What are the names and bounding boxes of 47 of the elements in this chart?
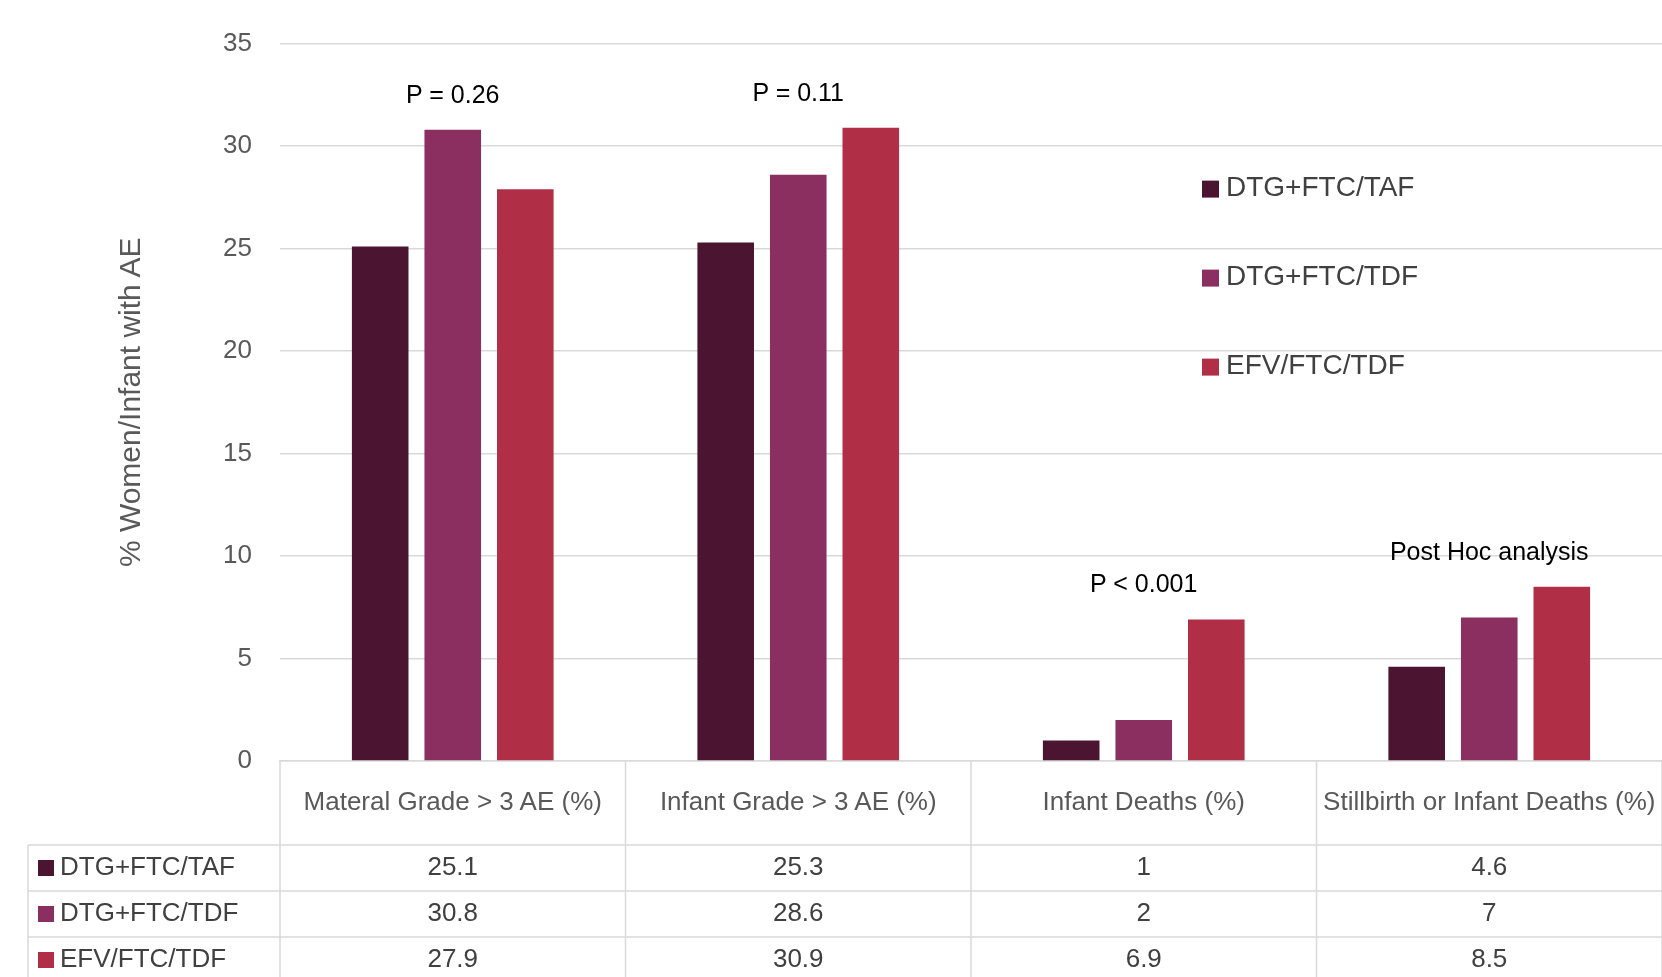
bar xyxy=(842,127,900,761)
y-axis-title: % Women/Infant with AE xyxy=(113,237,147,568)
data-label: 28.6 xyxy=(772,897,824,928)
annotation: P = 0.26 xyxy=(406,79,500,108)
y-tick-label: 5 xyxy=(237,641,252,672)
bar xyxy=(424,129,482,761)
y-tick-label: 25 xyxy=(223,231,252,262)
data-label: 4.6 xyxy=(1471,851,1508,882)
y-tick-label: 15 xyxy=(223,436,252,467)
bar xyxy=(497,189,554,761)
data-label: 1 xyxy=(1136,851,1151,882)
data-label: 8.5 xyxy=(1471,943,1508,974)
y-tick-label: 10 xyxy=(223,539,252,570)
data-label: 2 xyxy=(1136,897,1151,928)
data-label: 30.9 xyxy=(772,943,824,974)
annotation: P = 0.11 xyxy=(752,77,845,106)
bar xyxy=(1460,617,1518,761)
data-label: 25.1 xyxy=(427,851,479,882)
bar xyxy=(1388,666,1445,761)
bar xyxy=(1533,586,1591,761)
data-label: 25.3 xyxy=(772,851,824,882)
legend-label: EFV/FTC/TDF xyxy=(1226,349,1405,381)
bar xyxy=(1188,619,1245,761)
text: EFV/FTC/TDF xyxy=(60,943,227,974)
bar xyxy=(697,242,754,761)
x-tick-label: Materal Grade > 3 AE (%) xyxy=(303,786,602,817)
legend-label: DTG+FTC/TDF xyxy=(1226,260,1419,292)
annotation: P < 0.001 xyxy=(1090,569,1198,598)
bar xyxy=(351,246,409,761)
data-label: 7 xyxy=(1482,897,1497,928)
legend-label: DTG+FTC/TAF xyxy=(1226,171,1415,203)
data-label: 30.8 xyxy=(427,897,479,928)
y-tick-label: 35 xyxy=(223,26,252,57)
text: DTG+FTC/TAF xyxy=(60,851,236,882)
data-label: 27.9 xyxy=(427,943,479,974)
text: DTG+FTC/TDF xyxy=(60,897,239,928)
x-tick-label: Stillbirth or Infant Deaths (%) xyxy=(1323,786,1656,817)
x-tick-label: Infant Deaths (%) xyxy=(1042,786,1245,817)
bar xyxy=(1115,720,1173,761)
annotation: Post Hoc analysis xyxy=(1389,536,1589,565)
x-tick-label: Infant Grade > 3 AE (%) xyxy=(659,786,937,817)
data-label: 6.9 xyxy=(1125,943,1162,974)
y-tick-label: 30 xyxy=(223,129,252,160)
y-tick-label: 0 xyxy=(237,744,252,775)
bar xyxy=(769,174,827,761)
y-tick-label: 20 xyxy=(223,334,252,365)
bar xyxy=(1042,740,1100,761)
